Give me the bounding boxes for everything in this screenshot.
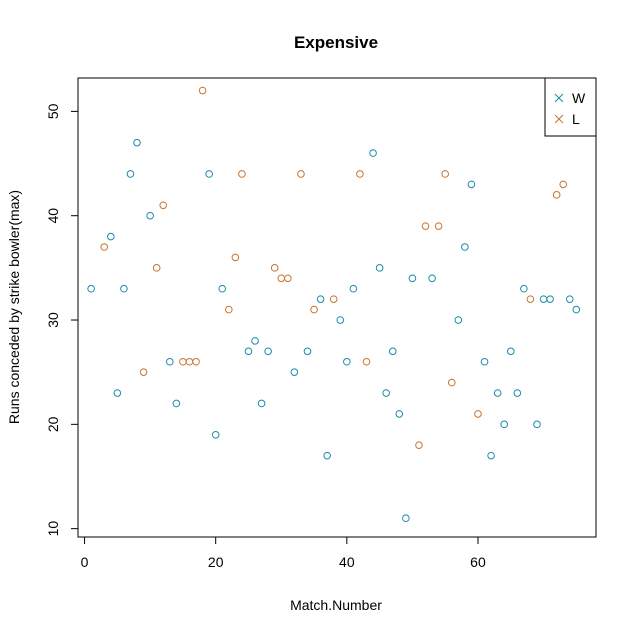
data-point-l — [198, 86, 207, 95]
y-tick-label: 50 — [45, 103, 61, 119]
data-point-l — [179, 357, 187, 366]
y-tick-label: 40 — [45, 208, 61, 224]
data-point-w — [172, 399, 181, 408]
data-point-w — [126, 170, 135, 178]
data-point-w — [343, 357, 351, 366]
data-point-w — [251, 337, 259, 345]
data-point-w — [165, 357, 174, 366]
data-point-w — [533, 420, 541, 429]
data-point-w — [264, 347, 272, 356]
data-point-w — [480, 357, 489, 366]
data-point-w — [454, 316, 463, 324]
data-point-l — [559, 180, 568, 189]
y-tick-label: 10 — [45, 521, 61, 537]
data-point-l — [474, 410, 482, 418]
legend-marker-w — [554, 93, 564, 103]
data-point-w — [402, 514, 410, 523]
data-point-w — [257, 399, 266, 408]
x-tick-label: 60 — [470, 554, 486, 570]
data-point-l — [100, 243, 109, 251]
data-point-w — [133, 138, 141, 147]
data-point-w — [513, 389, 522, 397]
data-point-w — [493, 389, 502, 397]
data-point-w — [546, 295, 554, 303]
data-point-w — [461, 243, 469, 251]
data-point-w — [205, 170, 213, 178]
y-tick-label: 30 — [45, 312, 61, 328]
data-point-l — [447, 378, 456, 387]
data-point-w — [487, 451, 495, 460]
data-point-w — [316, 295, 325, 303]
data-point-w — [146, 211, 154, 220]
data-point-l — [139, 368, 148, 376]
data-point-l — [421, 222, 430, 230]
legend-label-l: L — [572, 111, 580, 127]
data-point-w — [303, 347, 312, 356]
x-tick-label: 20 — [208, 554, 224, 570]
y-axis: 10 20 30 40 50 — [45, 103, 79, 537]
data-point-w — [506, 347, 515, 356]
data-point-w — [113, 389, 122, 397]
legend-marker-l — [554, 114, 564, 124]
data-point-w — [572, 305, 581, 314]
data-point-w — [539, 295, 548, 303]
data-point-l — [225, 305, 233, 314]
data-point-l — [356, 170, 364, 178]
legend-label-w: W — [572, 90, 586, 106]
data-point-w — [369, 149, 377, 157]
data-point-l — [185, 357, 194, 366]
legend: WL — [544, 77, 597, 137]
data-point-w — [218, 284, 227, 293]
plot-frame — [77, 77, 597, 538]
data-point-w — [244, 347, 253, 356]
chart-title: Expensive — [294, 33, 378, 52]
data-point-w — [428, 274, 436, 283]
data-point-w — [388, 347, 397, 356]
data-point-w — [467, 180, 476, 189]
data-point-l — [192, 357, 200, 366]
data-point-l — [238, 170, 246, 178]
data-point-l — [270, 264, 279, 272]
data-points — [87, 86, 581, 523]
data-point-l — [526, 295, 535, 303]
data-point-w — [106, 232, 115, 241]
data-point-w — [565, 295, 574, 303]
data-point-l — [277, 274, 286, 283]
y-axis-label: Runs conceded by strike bowler(max) — [6, 190, 22, 424]
legend-box — [544, 77, 597, 137]
data-point-l — [152, 264, 161, 272]
data-point-l — [441, 170, 449, 178]
data-point-l — [297, 170, 305, 178]
data-point-w — [408, 274, 417, 283]
x-tick-label: 40 — [339, 554, 355, 570]
data-point-l — [284, 274, 292, 283]
data-point-w — [120, 284, 128, 293]
data-point-w — [375, 264, 384, 272]
data-point-l — [362, 357, 371, 366]
data-point-w — [336, 316, 345, 324]
data-point-w — [349, 284, 358, 293]
data-point-l — [310, 305, 318, 314]
data-point-w — [323, 451, 331, 460]
x-tick-label: 0 — [81, 554, 89, 570]
data-point-l — [434, 222, 443, 230]
data-point-w — [87, 284, 95, 293]
x-axis: 0 20 40 60 — [81, 536, 486, 570]
data-point-w — [500, 420, 509, 429]
data-point-l — [415, 441, 423, 450]
data-point-l — [329, 295, 338, 303]
data-point-l — [231, 253, 240, 262]
data-point-w — [290, 368, 299, 376]
x-axis-label: Match.Number — [290, 597, 382, 613]
data-point-w — [211, 430, 220, 439]
data-point-w — [395, 410, 404, 418]
data-point-w — [382, 389, 390, 397]
data-point-l — [159, 201, 168, 210]
y-tick-label: 20 — [45, 416, 61, 432]
data-point-l — [552, 191, 561, 199]
data-point-w — [520, 284, 528, 293]
